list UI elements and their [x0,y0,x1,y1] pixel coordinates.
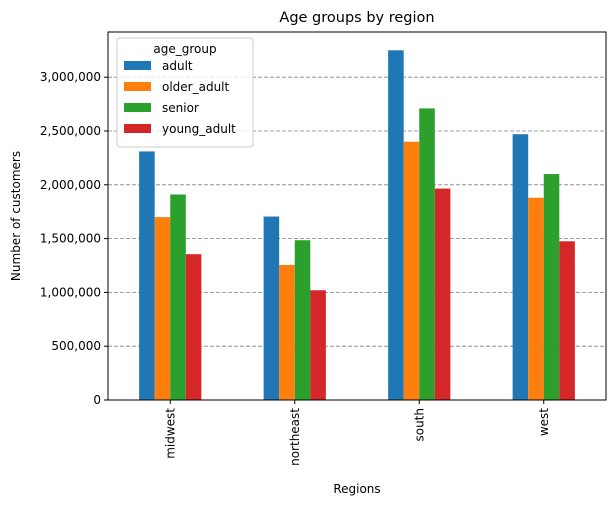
bar-senior-midwest [170,194,186,400]
bar-senior-south [419,108,435,401]
y-axis-title: Number of customers [9,151,23,281]
bar-senior-west [543,174,560,400]
y-tick-label: 3,000,000 [40,70,101,84]
x-tick-label: midwest [163,408,177,459]
legend-label-senior: senior [162,101,199,115]
bar-older_adult-northeast [279,264,295,400]
bar-older_adult-south [403,141,420,400]
y-tick-label: 2,000,000 [40,178,101,192]
legend-swatch-young_adult [124,124,151,133]
bar-older_adult-midwest [154,217,171,400]
x-tick-label: northeast [288,408,302,466]
x-tick-label: west [537,408,551,436]
legend-label-older_adult: older_adult [162,80,230,94]
x-axis: midwest northeast south west [163,400,551,466]
bar-adult-south [388,50,404,401]
bar-adult-northeast [263,216,280,400]
x-tick-label: south [412,408,426,442]
legend-swatch-senior [124,103,151,112]
y-tick-label: 0 [93,393,101,407]
bar-adult-midwest [139,151,155,400]
y-tick-label: 1,500,000 [40,232,101,246]
bar-older_adult-west [528,197,544,400]
chart-title: Age groups by region [279,10,434,26]
legend-label-adult: adult [162,59,193,73]
bar-young_adult-south [434,188,451,400]
bar-senior-northeast [294,240,311,400]
legend-swatch-older_adult [124,82,151,91]
bar-young_adult-northeast [310,290,326,400]
legend-title: age_group [153,42,216,56]
x-axis-title: Regions [333,482,380,496]
bar-young_adult-west [559,241,575,400]
bars [139,50,575,401]
plot-frame [107,31,607,401]
bar-young_adult-midwest [185,254,202,400]
bar-adult-west [512,134,529,400]
y-axis: 0 500,000 1,000,000 1,500,000 2,000,000 2,500… [40,70,108,407]
y-tick-label: 1,000,000 [40,285,101,299]
legend-label-young_adult: young_adult [162,122,236,136]
legend-swatch-adult [124,61,151,70]
y-tick-label: 2,500,000 [40,124,101,138]
y-tick-label: 500,000 [51,339,101,353]
